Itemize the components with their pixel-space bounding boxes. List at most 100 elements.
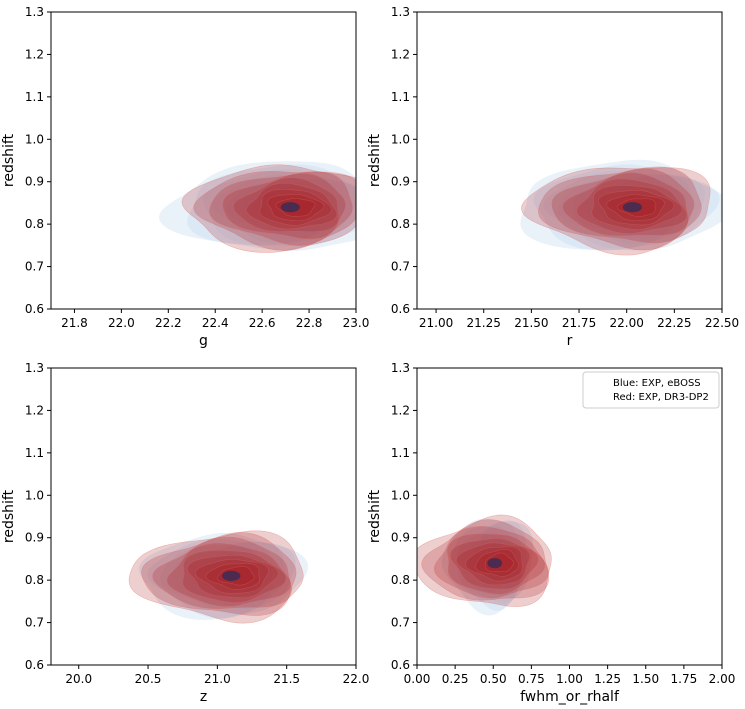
x-tick-label: 22.0 bbox=[343, 672, 370, 686]
y-tick-label: 1.1 bbox=[391, 446, 410, 460]
y-tick-label: 1.0 bbox=[391, 132, 410, 146]
x-axis-label: z bbox=[200, 689, 207, 705]
blue-contour-level-1 bbox=[159, 161, 356, 251]
density-peak bbox=[280, 202, 300, 213]
y-tick-label: 0.8 bbox=[25, 573, 44, 587]
blue-contour-level-2 bbox=[147, 539, 296, 619]
x-tick-label: 1.50 bbox=[632, 672, 659, 686]
y-tick-label: 1.3 bbox=[25, 361, 44, 375]
blue-contour-level-1 bbox=[441, 518, 534, 616]
x-tick-label: 20.5 bbox=[135, 672, 162, 686]
x-tick-label: 22.00 bbox=[610, 316, 644, 330]
y-axis: 0.6 0.7 0.8 0.9 1.0 1.1 1.2 1.3 bbox=[391, 361, 417, 672]
density-peak bbox=[487, 558, 503, 569]
blue-contour-level-3 bbox=[160, 541, 285, 615]
y-tick-label: 1.3 bbox=[25, 5, 44, 19]
red-contour-level-1 bbox=[128, 530, 304, 624]
x-tick-label: 0.00 bbox=[404, 672, 431, 686]
x-axis: 21.8 22.0 22.2 22.4 22.6 22.8 23.0 bbox=[61, 309, 369, 330]
legend-entry: Red: EXP, DR3-DP2 bbox=[613, 392, 709, 403]
y-tick-label: 0.6 bbox=[25, 302, 44, 316]
blue-contour-level-3 bbox=[202, 168, 356, 246]
kde-contours bbox=[159, 161, 356, 253]
x-axis: 20.0 20.5 21.0 21.5 22.0 bbox=[65, 665, 369, 686]
x-tick-label: 21.5 bbox=[273, 672, 300, 686]
subplot-4: 0.00 0.25 0.50 0.75 1.00 1.25 1.50 1.75 2.000.60… bbox=[367, 361, 735, 705]
y-tick-label: 0.7 bbox=[391, 260, 410, 274]
y-axis-label: redshift bbox=[367, 489, 383, 543]
red-contour-level-3 bbox=[551, 168, 695, 244]
y-tick-label: 1.0 bbox=[25, 132, 44, 146]
y-tick-label: 1.2 bbox=[391, 47, 410, 61]
x-tick-label: 22.2 bbox=[155, 316, 182, 330]
red-contour-level-1 bbox=[417, 514, 552, 607]
subplot-2: 21.00 21.25 21.50 21.75 22.00 22.25 22.500.60.… bbox=[367, 5, 739, 349]
subplot-1: 21.8 22.0 22.2 22.4 22.6 22.8 23.0 0.6 0.7 0.8 0.9… bbox=[1, 5, 369, 349]
axes-frame bbox=[50, 11, 357, 310]
kde-contours bbox=[128, 530, 309, 624]
y-axis: 0.6 0.7 0.8 0.9 1.0 1.1 1.2 1.3 bbox=[391, 5, 417, 316]
x-tick-label: 21.00 bbox=[419, 316, 453, 330]
y-tick-label: 0.6 bbox=[25, 658, 44, 672]
y-tick-label: 0.9 bbox=[391, 531, 410, 545]
red-contour-level-2 bbox=[538, 166, 702, 251]
x-tick-label: 2.00 bbox=[709, 672, 736, 686]
x-tick-label: 22.4 bbox=[202, 316, 229, 330]
y-tick-label: 0.6 bbox=[391, 302, 410, 316]
legend-entry: Blue: EXP, eBOSS bbox=[613, 378, 701, 389]
y-axis: 0.6 0.7 0.8 0.9 1.0 1.1 1.2 1.3 bbox=[25, 5, 51, 316]
x-tick-label: 0.75 bbox=[518, 672, 545, 686]
density-peak bbox=[222, 570, 241, 581]
y-axis-label: redshift bbox=[1, 133, 17, 187]
red-contour-level-3 bbox=[152, 536, 292, 610]
kde-contours bbox=[417, 514, 552, 616]
red-contour-level-2 bbox=[421, 519, 550, 601]
x-tick-label: 0.50 bbox=[480, 672, 507, 686]
red-contour-level-2 bbox=[141, 532, 297, 616]
blue-contour-level-1 bbox=[520, 159, 722, 251]
blue-contour-level-2 bbox=[187, 164, 356, 247]
x-tick-label: 22.50 bbox=[705, 316, 739, 330]
y-tick-label: 1.0 bbox=[391, 488, 410, 502]
y-tick-label: 1.1 bbox=[25, 90, 44, 104]
x-tick-label: 23.0 bbox=[343, 316, 370, 330]
subplot-3: 20.0 20.5 21.0 21.5 22.0 0.6 0.7 0.8 0.9 1.0 1.1 1.… bbox=[1, 361, 369, 705]
y-tick-label: 1.1 bbox=[25, 446, 44, 460]
axes-frame bbox=[416, 367, 723, 666]
y-tick-label: 0.7 bbox=[25, 616, 44, 630]
x-tick-label: 21.0 bbox=[204, 672, 231, 686]
legend-box bbox=[582, 371, 720, 409]
y-axis-label: redshift bbox=[1, 489, 17, 543]
x-tick-label: 1.00 bbox=[556, 672, 583, 686]
kde-contours bbox=[520, 159, 722, 256]
y-tick-label: 0.9 bbox=[25, 175, 44, 189]
y-tick-label: 1.1 bbox=[391, 90, 410, 104]
x-axis-label: fwhm_or_rhalf bbox=[520, 689, 620, 705]
x-tick-label: 22.6 bbox=[249, 316, 276, 330]
x-tick-label: 1.25 bbox=[594, 672, 621, 686]
y-tick-label: 0.7 bbox=[391, 616, 410, 630]
red-contour-level-1 bbox=[181, 164, 356, 253]
x-axis-label: g bbox=[199, 333, 208, 349]
x-tick-label: 22.8 bbox=[296, 316, 323, 330]
x-axis-label: r bbox=[567, 333, 573, 349]
y-tick-label: 1.3 bbox=[391, 361, 410, 375]
x-tick-label: 22.25 bbox=[657, 316, 691, 330]
y-tick-label: 0.7 bbox=[25, 260, 44, 274]
x-tick-label: 22.0 bbox=[108, 316, 135, 330]
axes-frame bbox=[416, 11, 723, 310]
x-tick-label: 0.25 bbox=[442, 672, 469, 686]
y-tick-label: 0.9 bbox=[391, 175, 410, 189]
x-tick-label: 1.75 bbox=[671, 672, 698, 686]
x-tick-label: 21.50 bbox=[514, 316, 548, 330]
legend: Blue: EXP, eBOSS Red: EXP, DR3-DP2 bbox=[582, 371, 720, 409]
x-tick-label: 21.75 bbox=[562, 316, 596, 330]
axes-frame bbox=[50, 367, 357, 666]
red-contour-level-2 bbox=[193, 171, 356, 251]
red-contour-level-3 bbox=[209, 171, 353, 246]
y-tick-label: 0.8 bbox=[391, 217, 410, 231]
density-peak bbox=[622, 202, 643, 213]
red-contour-level-1 bbox=[521, 167, 711, 256]
x-axis: 0.00 0.25 0.50 0.75 1.00 1.25 1.50 1.75 2.00 bbox=[404, 665, 736, 686]
